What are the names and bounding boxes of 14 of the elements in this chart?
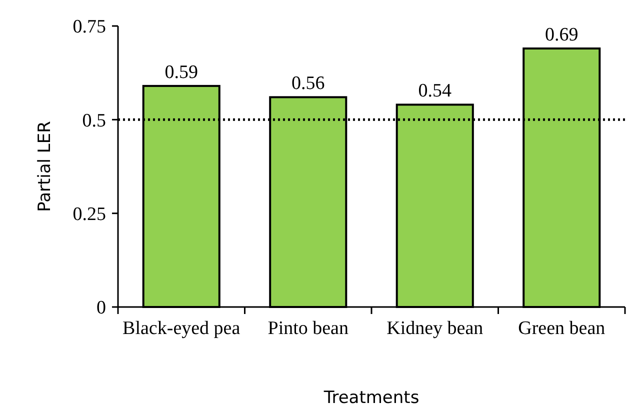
y-tick-label: 0.75 (72, 16, 106, 38)
x-tick-label: Green bean (518, 318, 606, 339)
data-label: 0.69 (545, 24, 578, 46)
data-label: 0.54 (418, 80, 452, 102)
x-axis-title: Treatments (322, 388, 420, 405)
y-axis-title: Partial LER (35, 120, 55, 212)
x-tick-label: Black-eyed pea (122, 318, 241, 339)
x-tick-label: Kidney bean (386, 318, 484, 339)
y-tick-label: 0.25 (72, 204, 106, 225)
y-tick-label: 0 (96, 298, 106, 319)
y-tick-label: 0.5 (82, 110, 106, 132)
x-tick-label: Pinto bean (268, 318, 349, 339)
data-label: 0.56 (292, 73, 325, 94)
data-label: 0.59 (164, 62, 198, 83)
